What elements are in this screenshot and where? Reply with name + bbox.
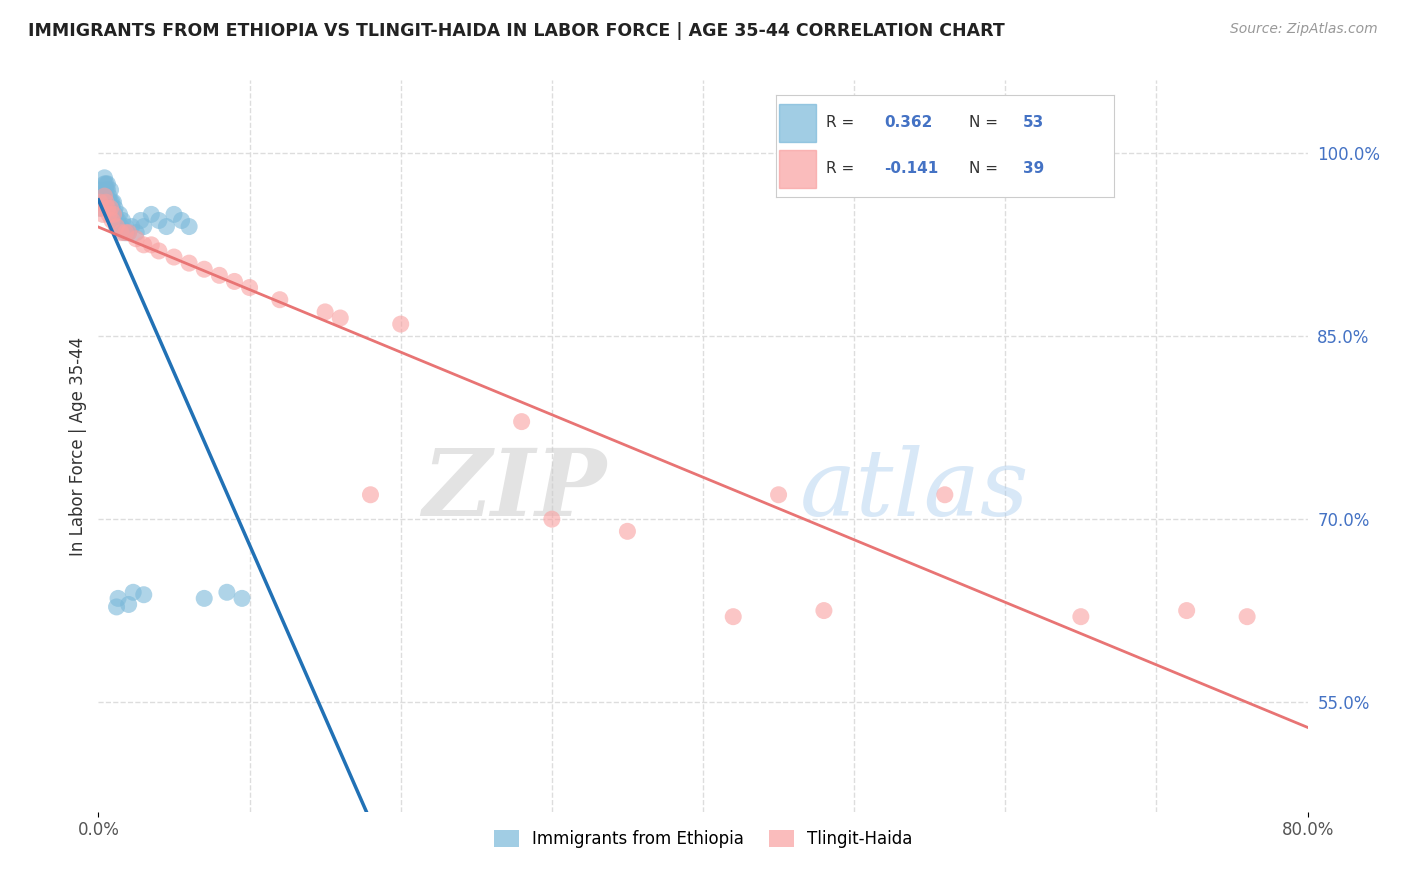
Point: [193, 591, 215, 606]
Point: [105, 219, 128, 234]
Point: [94, 177, 117, 191]
Point: [93, 170, 115, 185]
Point: [96, 183, 118, 197]
Point: [101, 213, 124, 227]
Point: [96, 202, 118, 216]
Point: [141, 207, 163, 221]
Point: [118, 226, 141, 240]
Text: Source: ZipAtlas.com: Source: ZipAtlas.com: [1230, 22, 1378, 37]
Point: [129, 213, 152, 227]
Point: [98, 189, 121, 203]
Point: [239, 280, 262, 294]
Point: [224, 275, 246, 289]
Point: [93, 189, 115, 203]
Point: [107, 213, 129, 227]
Text: ZIP: ZIP: [422, 445, 606, 535]
Point: [98, 195, 121, 210]
Point: [105, 599, 128, 614]
Point: [90, 202, 112, 216]
Point: [105, 213, 128, 227]
Point: [163, 250, 186, 264]
Point: [93, 189, 115, 203]
Point: [101, 202, 124, 216]
Point: [96, 177, 118, 191]
Point: [616, 524, 638, 539]
Point: [215, 585, 238, 599]
Point: [1175, 604, 1198, 618]
Text: IMMIGRANTS FROM ETHIOPIA VS TLINGIT-HAIDA IN LABOR FORCE | AGE 35-44 CORRELATION: IMMIGRANTS FROM ETHIOPIA VS TLINGIT-HAID…: [28, 22, 1005, 40]
Point: [148, 244, 170, 258]
Point: [179, 256, 201, 270]
Point: [141, 237, 163, 252]
Point: [89, 202, 111, 216]
Point: [104, 207, 127, 221]
Point: [179, 219, 201, 234]
Point: [115, 226, 138, 240]
Point: [94, 189, 117, 203]
Point: [98, 202, 121, 216]
Point: [723, 609, 745, 624]
Y-axis label: In Labor Force | Age 35-44: In Labor Force | Age 35-44: [69, 336, 87, 556]
Point: [125, 226, 148, 240]
Point: [389, 317, 412, 331]
Text: atlas: atlas: [800, 445, 1029, 535]
Point: [91, 195, 114, 210]
Point: [110, 226, 132, 240]
Point: [540, 512, 562, 526]
Point: [813, 604, 835, 618]
Point: [132, 219, 155, 234]
Point: [103, 207, 125, 221]
Point: [934, 488, 956, 502]
Point: [100, 195, 122, 210]
Point: [114, 226, 136, 240]
Point: [91, 207, 114, 221]
Legend: Immigrants from Ethiopia, Tlingit-Haida: Immigrants from Ethiopia, Tlingit-Haida: [486, 823, 920, 855]
Point: [114, 219, 136, 234]
Point: [1236, 609, 1258, 624]
Point: [170, 213, 193, 227]
Point: [314, 305, 336, 319]
Point: [148, 213, 170, 227]
Point: [98, 207, 121, 221]
Point: [208, 268, 231, 283]
Point: [96, 195, 118, 210]
Point: [105, 219, 128, 234]
Point: [91, 189, 114, 203]
Point: [155, 219, 177, 234]
Point: [329, 311, 352, 326]
Point: [100, 202, 122, 216]
Point: [1070, 609, 1092, 624]
Point: [90, 183, 112, 197]
Point: [112, 226, 135, 240]
Point: [768, 488, 790, 502]
Point: [94, 183, 117, 197]
Point: [94, 195, 117, 210]
Point: [121, 219, 143, 234]
Point: [111, 213, 134, 227]
Point: [104, 202, 127, 216]
Point: [93, 177, 115, 191]
Point: [110, 219, 132, 234]
Point: [108, 207, 131, 221]
Point: [107, 219, 129, 234]
Point: [163, 207, 186, 221]
Point: [510, 415, 533, 429]
Point: [269, 293, 291, 307]
Point: [132, 588, 155, 602]
Point: [132, 237, 155, 252]
Point: [118, 598, 141, 612]
Point: [103, 207, 125, 221]
Point: [89, 195, 111, 210]
Point: [360, 488, 382, 502]
Point: [100, 183, 122, 197]
Point: [118, 226, 141, 240]
Point: [125, 232, 148, 246]
Point: [231, 591, 253, 606]
Point: [103, 195, 125, 210]
Point: [122, 585, 145, 599]
Point: [101, 195, 124, 210]
Point: [107, 591, 129, 606]
Point: [193, 262, 215, 277]
